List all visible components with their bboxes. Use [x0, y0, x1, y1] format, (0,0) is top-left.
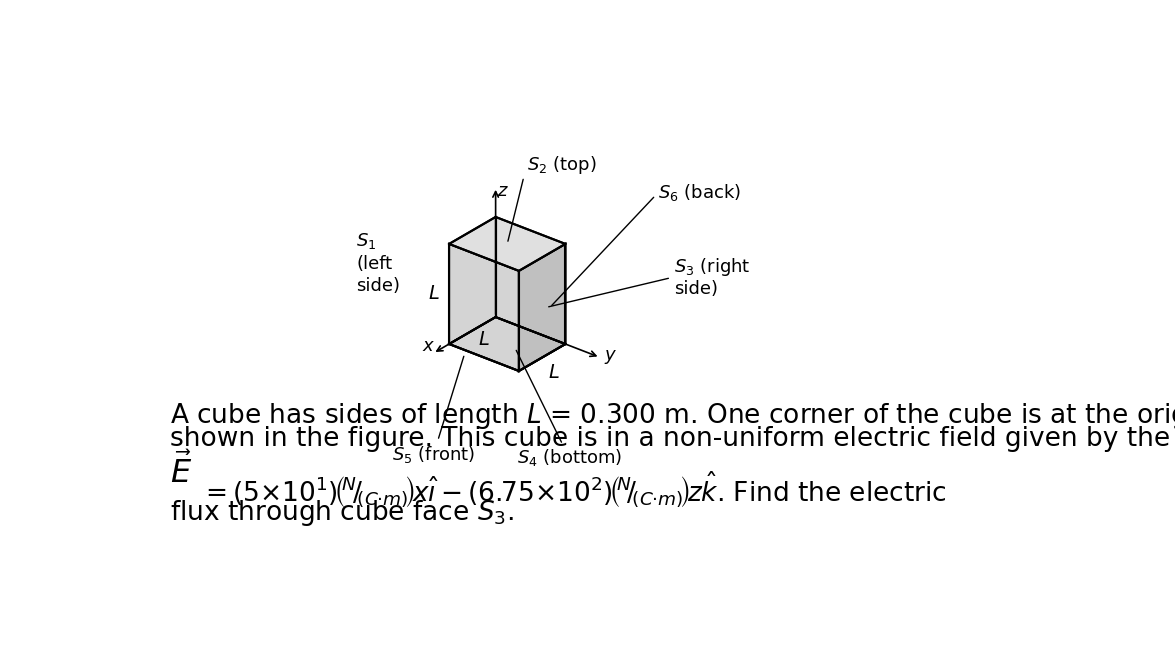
- Text: $\vec{E}$: $\vec{E}$: [170, 453, 193, 490]
- Text: A cube has sides of length $L$ = 0.300 m. One corner of the cube is at the origi: A cube has sides of length $L$ = 0.300 m…: [170, 401, 1175, 430]
- Polygon shape: [519, 244, 565, 371]
- Text: $L$: $L$: [548, 363, 559, 383]
- Text: shown in the figure. This cube is in a non-uniform electric field given by the e: shown in the figure. This cube is in a n…: [170, 426, 1175, 452]
- Text: $S_2$ (top): $S_2$ (top): [508, 154, 596, 241]
- Text: $x$: $x$: [422, 337, 436, 355]
- Text: $S_1$
(left
side): $S_1$ (left side): [356, 231, 401, 295]
- Text: $S_6$ (back): $S_6$ (back): [552, 182, 741, 306]
- Text: $L$: $L$: [428, 285, 439, 304]
- Text: $=(5{\times}10^1)\!\left(\!{}^{N}\!/\!{}_{(C{\cdot}m)}\!\right)\!x\hat{\imath}-(: $=(5{\times}10^1)\!\left(\!{}^{N}\!/\!{}…: [200, 469, 946, 509]
- Polygon shape: [449, 217, 565, 271]
- Polygon shape: [519, 244, 565, 371]
- Text: $S_5$ (front): $S_5$ (front): [392, 357, 476, 465]
- Polygon shape: [449, 244, 519, 371]
- Text: $S_3$ (right
side): $S_3$ (right side): [549, 255, 751, 307]
- Text: $S_4$ (bottom): $S_4$ (bottom): [516, 351, 622, 468]
- Text: $L$: $L$: [478, 330, 490, 349]
- Text: flux through cube face $S_3$.: flux through cube face $S_3$.: [170, 498, 513, 528]
- Text: $z$: $z$: [497, 182, 509, 200]
- Text: $y$: $y$: [604, 349, 618, 366]
